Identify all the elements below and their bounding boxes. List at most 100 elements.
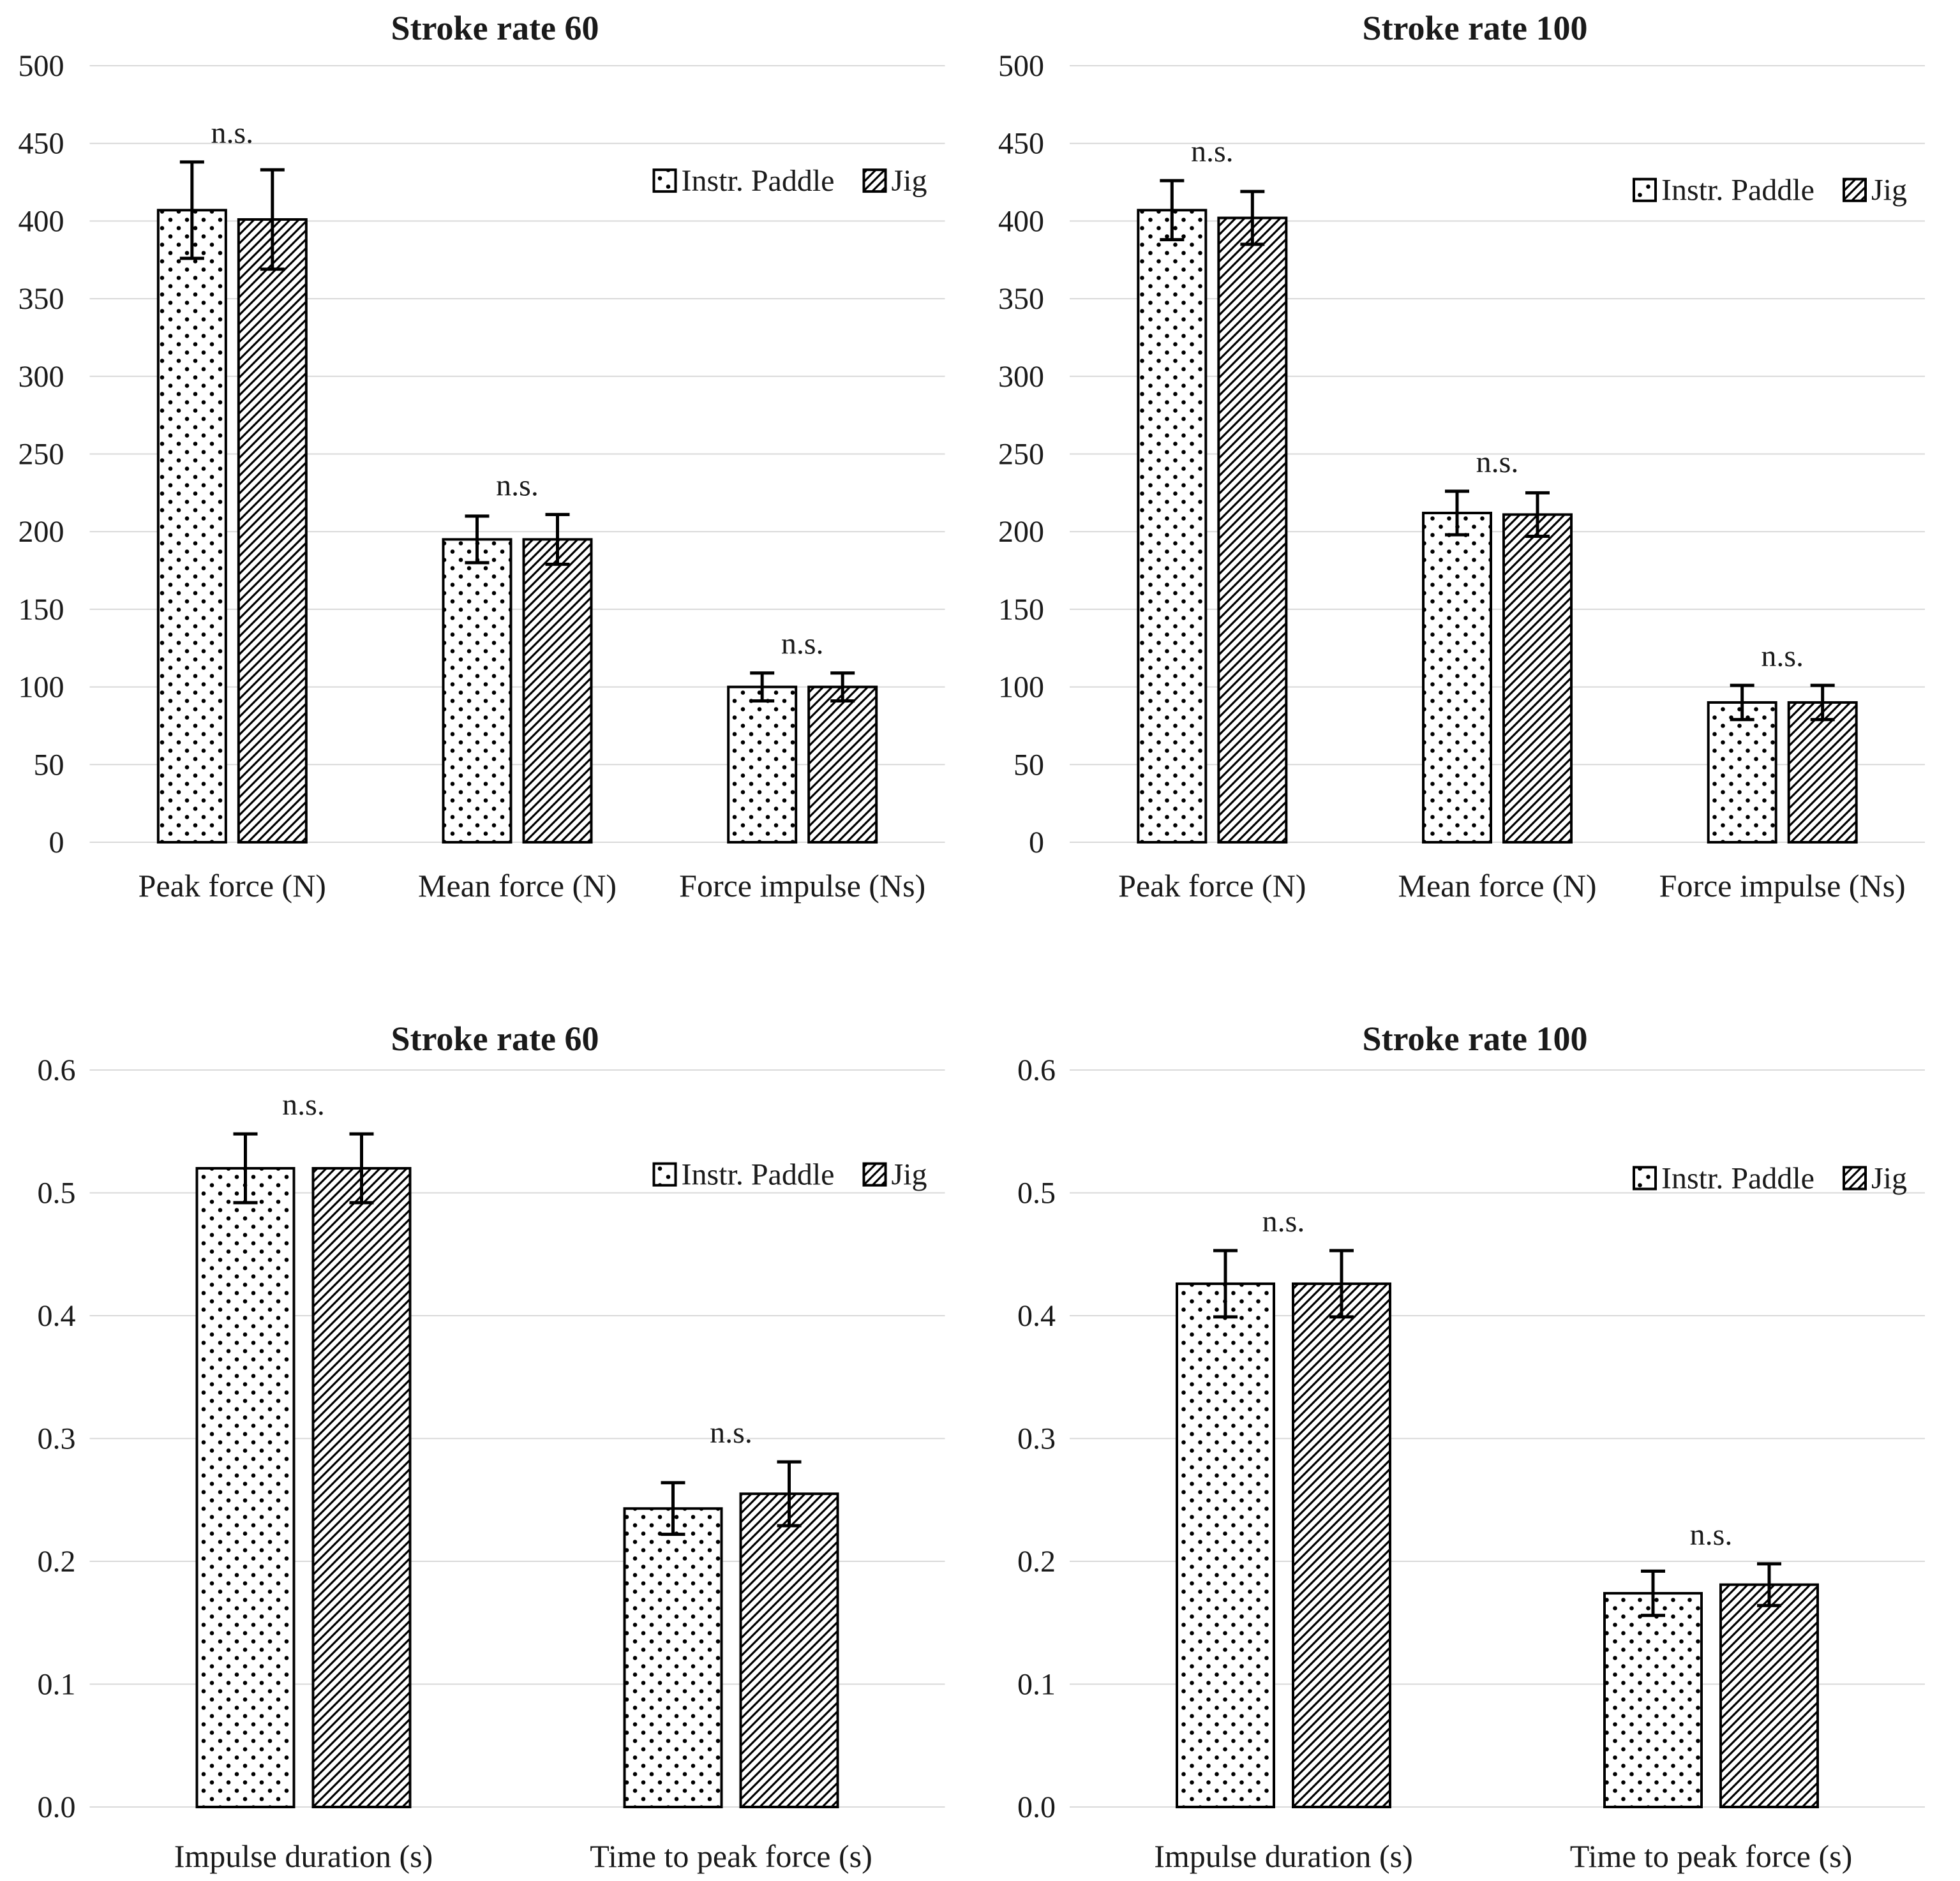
y-tick-label: 0.4 [1017, 1299, 1056, 1333]
error-bar-jig-time-to-peak-force-s [777, 1460, 802, 1528]
legend: Instr. Paddle Jig [652, 1158, 927, 1192]
legend-marker-dots [652, 168, 677, 193]
error-bar-instr-paddle-mean-force-n [465, 514, 490, 565]
x-category-label: Mean force (N) [418, 868, 617, 903]
legend-label: Jig [1871, 1161, 1907, 1195]
bar-instr-paddle-force-impulse-ns [1707, 701, 1777, 844]
y-tick-label: 0.3 [38, 1422, 76, 1456]
bar-instr-paddle-peak-force-n [156, 209, 227, 844]
y-tick-label: 250 [19, 438, 64, 472]
error-bar-jig-impulse-duration-s [1329, 1249, 1354, 1319]
y-tick-label: 0.3 [1017, 1422, 1056, 1456]
error-bar-jig-peak-force-n [260, 168, 285, 271]
bar-jig-impulse-duration-s [1292, 1282, 1391, 1808]
y-tick-label: 0 [49, 826, 64, 859]
y-tick-label: 350 [998, 282, 1044, 316]
y-tick-label: 0.1 [1017, 1668, 1056, 1702]
ns-annotation: n.s. [781, 627, 824, 661]
legend-label: Jig [1871, 174, 1907, 207]
ns-annotation: n.s. [282, 1088, 325, 1122]
y-tick-label: 350 [19, 282, 64, 316]
bar-jig-mean-force-n [522, 538, 593, 844]
bar-instr-paddle-time-to-peak-force-s [1603, 1592, 1703, 1808]
bar-chart-times-stroke-rate-100: 0.0 0.1 0.2 0.3 0.4 0.5 0.6 Stroke rate 100 n.s.… [980, 940, 1960, 1881]
legend-marker-hatch [862, 168, 887, 193]
legend-label: Jig [891, 164, 927, 198]
ns-annotation: n.s. [1761, 639, 1804, 673]
chart-title: Stroke rate 100 [1363, 9, 1588, 47]
bar-instr-paddle-peak-force-n [1137, 209, 1208, 844]
legend-label: Instr. Paddle [682, 164, 835, 198]
y-tick-label: 0.2 [1017, 1545, 1056, 1579]
error-bar-jig-force-impulse-ns [1810, 683, 1835, 722]
ns-annotation: n.s. [1476, 445, 1519, 479]
legend-label: Jig [891, 1158, 927, 1192]
y-tick-label: 0.1 [38, 1668, 76, 1702]
error-bar-instr-paddle-force-impulse-ns [750, 671, 775, 703]
bar-chart-forces-stroke-rate-100: 0 50 100 150 200 250 300 350 400 450 500 Stroke rat… [980, 0, 1960, 940]
legend-marker-hatch [1842, 1166, 1867, 1191]
y-tick-label: 0 [1029, 826, 1044, 859]
legend-label: Instr. Paddle [1661, 1161, 1814, 1195]
y-tick-label: 500 [19, 49, 64, 83]
y-tick-label: 0.4 [38, 1299, 76, 1333]
gridlines [1070, 65, 1925, 843]
bar-jig-peak-force-n [237, 218, 308, 844]
chart-title: Stroke rate 60 [391, 1020, 599, 1058]
x-category-label: Mean force (N) [1398, 868, 1597, 903]
legend-label: Instr. Paddle [1661, 174, 1814, 207]
y-tick-label: 0.0 [1017, 1790, 1056, 1824]
x-category-label: Impulse duration (s) [1154, 1838, 1412, 1874]
bar-jig-force-impulse-ns [807, 685, 878, 844]
y-tick-label: 200 [19, 515, 64, 549]
x-category-label: Impulse duration (s) [174, 1838, 433, 1874]
y-tick-label: 0.0 [38, 1790, 76, 1824]
ns-annotation: n.s. [211, 116, 253, 150]
ns-annotation: n.s. [1262, 1205, 1305, 1238]
bar-instr-paddle-time-to-peak-force-s [623, 1507, 723, 1808]
error-bar-instr-paddle-time-to-peak-force-s [661, 1481, 685, 1536]
x-category-label: Force impulse (Ns) [679, 868, 925, 903]
y-tick-label: 100 [998, 671, 1044, 704]
legend: Instr. Paddle Jig [652, 164, 927, 198]
x-category-label: Peak force (N) [1118, 868, 1306, 903]
bar-instr-paddle-mean-force-n [1422, 511, 1492, 844]
error-bar-instr-paddle-peak-force-n [179, 160, 204, 260]
error-bar-jig-time-to-peak-force-s [1757, 1562, 1781, 1607]
error-bar-instr-paddle-force-impulse-ns [1730, 683, 1754, 722]
bar-instr-paddle-impulse-duration-s [1176, 1282, 1275, 1808]
gridlines [89, 65, 945, 843]
y-tick-label: 50 [34, 748, 64, 782]
y-tick-label: 0.5 [1017, 1177, 1056, 1210]
ns-annotation: n.s. [710, 1416, 752, 1450]
bar-instr-paddle-mean-force-n [442, 538, 512, 844]
bar-jig-impulse-duration-s [311, 1167, 412, 1808]
y-tick-label: 150 [998, 593, 1044, 627]
bar-chart-forces-stroke-rate-60: 0 50 100 150 200 250 300 350 400 450 500 Stroke rat… [0, 0, 980, 940]
error-bar-jig-mean-force-n [1525, 491, 1550, 539]
chart-title: Stroke rate 100 [1363, 1020, 1588, 1058]
x-category-label: Time to peak force (s) [590, 1838, 872, 1874]
legend-marker-dots [1633, 1166, 1657, 1191]
y-tick-label: 0.5 [38, 1177, 76, 1210]
bar-jig-time-to-peak-force-s [1719, 1583, 1819, 1808]
legend: Instr. Paddle Jig [1633, 174, 1907, 207]
y-tick-label: 0.6 [1017, 1053, 1056, 1087]
error-bar-instr-paddle-time-to-peak-force-s [1641, 1569, 1665, 1617]
y-tick-label: 100 [19, 671, 64, 704]
error-bar-instr-paddle-mean-force-n [1445, 489, 1469, 537]
legend-marker-hatch [1842, 177, 1867, 202]
y-tick-label: 0.6 [38, 1053, 76, 1087]
bar-jig-mean-force-n [1502, 513, 1573, 844]
y-tick-label: 300 [19, 360, 64, 394]
y-tick-label: 0.2 [38, 1545, 76, 1579]
legend-marker-dots [652, 1162, 677, 1187]
bar-jig-time-to-peak-force-s [739, 1492, 839, 1808]
y-tick-label: 200 [998, 515, 1044, 549]
legend-marker-dots [1633, 177, 1657, 202]
y-tick-label: 450 [19, 127, 64, 161]
error-bar-instr-paddle-impulse-duration-s [1213, 1249, 1238, 1319]
error-bar-jig-force-impulse-ns [830, 671, 855, 703]
ns-annotation: n.s. [1191, 135, 1234, 168]
